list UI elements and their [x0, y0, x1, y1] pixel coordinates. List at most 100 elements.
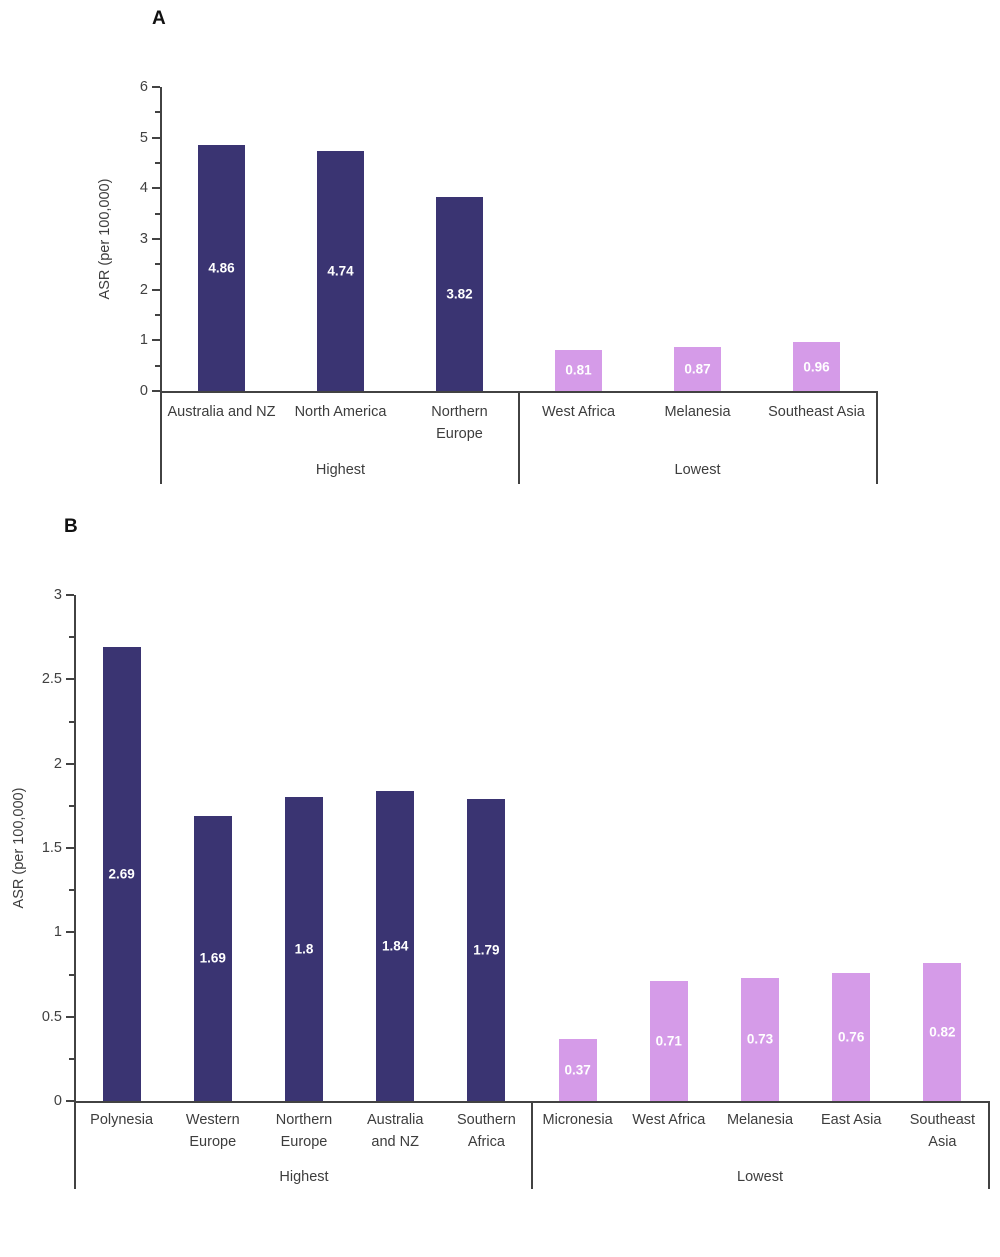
group-divider — [74, 1101, 76, 1189]
minor-tick — [69, 804, 74, 807]
bar — [793, 342, 840, 391]
category-label: Southeast Asia — [768, 404, 865, 420]
bar-value-label: 4.86 — [208, 260, 235, 276]
category-label: West Africa — [541, 404, 616, 420]
minor-tick — [155, 314, 160, 316]
major-tick — [152, 390, 160, 392]
major-tick — [152, 86, 160, 88]
bar — [317, 150, 364, 391]
y-axis-title-a: ASR (per 100,000) — [97, 178, 113, 300]
bar-value-label: 1.8 — [294, 941, 314, 957]
bar-value-label: 0.73 — [746, 1031, 774, 1047]
minor-tick — [155, 111, 160, 114]
y-tick-label: 1 — [139, 332, 148, 349]
y-tick-label: 0.5 — [41, 1008, 62, 1025]
group-label: Lowest — [737, 1169, 783, 1185]
category-label: Northern Europe — [431, 404, 488, 442]
bar — [674, 346, 721, 391]
bar — [102, 647, 141, 1101]
major-tick — [66, 847, 74, 849]
bar — [467, 799, 506, 1101]
panel-label-a: A — [152, 8, 167, 29]
bar-value-label: 3.82 — [446, 286, 473, 302]
bar — [649, 981, 688, 1101]
category-label: Melanesia — [664, 404, 731, 420]
category-label: Northern Europe — [275, 1112, 333, 1150]
group-divider — [876, 391, 878, 484]
major-tick — [66, 1100, 74, 1102]
category-label: North America — [294, 404, 387, 420]
major-tick — [66, 594, 74, 596]
major-tick — [66, 678, 74, 681]
bar-value-label: 1.84 — [382, 938, 409, 954]
y-axis-line — [74, 595, 76, 1189]
major-tick — [152, 288, 160, 291]
panel-label-b: B — [64, 516, 79, 537]
category-label: East Asia — [820, 1112, 882, 1128]
major-tick — [66, 931, 74, 934]
y-tick-label: 2 — [139, 281, 148, 298]
group-divider — [518, 391, 520, 484]
bar — [741, 977, 779, 1101]
minor-tick — [69, 636, 74, 639]
category-label: Australia and NZ — [366, 1112, 424, 1150]
major-tick — [152, 339, 160, 342]
minor-tick — [69, 1057, 74, 1060]
bar-value-label: 0.81 — [565, 362, 592, 378]
bar — [376, 790, 415, 1101]
group-divider — [160, 391, 162, 484]
bar-value-label: 0.37 — [564, 1062, 591, 1078]
bar — [923, 962, 962, 1101]
minor-tick — [155, 263, 160, 266]
major-tick — [152, 238, 160, 240]
y-axis-title-b: ASR (per 100,000) — [11, 787, 27, 909]
group-label: Highest — [315, 462, 366, 478]
bar-value-label: 1.69 — [199, 950, 226, 966]
category-label: Australia and NZ — [167, 404, 276, 420]
category-label: Southern Africa — [456, 1112, 516, 1150]
minor-tick — [155, 212, 160, 215]
bar-value-label: 4.74 — [327, 263, 354, 279]
category-label: Melanesia — [726, 1112, 794, 1128]
bar — [558, 1038, 597, 1101]
minor-tick — [69, 973, 74, 976]
category-label: Micronesia — [542, 1112, 613, 1128]
group-label: Lowest — [674, 462, 721, 478]
category-label: Polynesia — [90, 1112, 154, 1128]
group-label: Highest — [279, 1169, 329, 1185]
y-tick-label: 6 — [139, 79, 148, 95]
x-axis-line — [160, 391, 876, 393]
y-tick-label: 1.5 — [41, 840, 62, 856]
minor-tick — [69, 889, 74, 892]
minor-tick — [155, 162, 160, 164]
category-label: Southeast Asia — [909, 1112, 976, 1150]
major-tick — [152, 136, 160, 139]
major-tick — [66, 1015, 74, 1018]
y-tick-label: 4 — [139, 180, 148, 197]
minor-tick — [155, 364, 160, 367]
y-tick-label: 3 — [139, 231, 148, 247]
bar-value-label: 0.87 — [684, 361, 711, 377]
bar — [193, 815, 232, 1101]
category-label: Western Europe — [185, 1112, 240, 1150]
major-tick — [66, 762, 74, 765]
y-tick-label: 1 — [53, 924, 62, 941]
major-tick — [152, 187, 160, 190]
bar-value-label: 2.69 — [108, 866, 135, 882]
bar — [832, 972, 871, 1101]
bar-value-label: 0.71 — [655, 1033, 682, 1049]
bar — [436, 197, 483, 391]
minor-tick — [69, 720, 74, 723]
bar-value-label: 0.82 — [929, 1024, 956, 1040]
category-label: West Africa — [632, 1112, 706, 1128]
group-divider — [988, 1101, 990, 1189]
x-axis-line — [74, 1101, 988, 1103]
bar — [285, 797, 323, 1101]
y-tick-label: 2.5 — [41, 671, 62, 688]
bar-value-label: 0.96 — [803, 359, 830, 375]
y-tick-label: 5 — [139, 129, 148, 146]
bar-value-label: 0.76 — [838, 1029, 865, 1045]
y-tick-label: 0 — [53, 1093, 62, 1109]
